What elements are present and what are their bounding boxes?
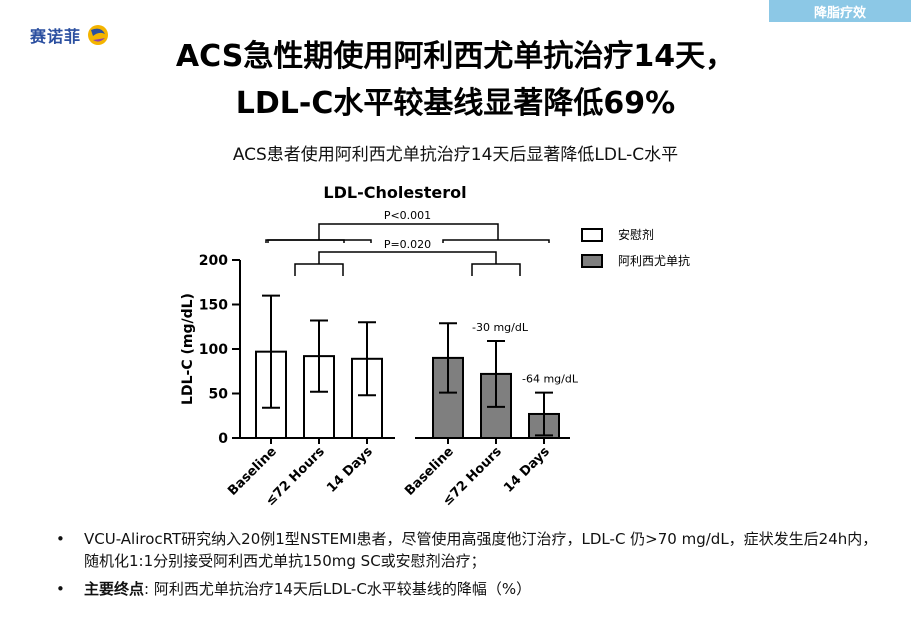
page-title-line1: ACS急性期使用阿利西尤单抗治疗14天，: [175, 39, 736, 74]
legend-label: 阿利西尤单抗: [618, 253, 690, 268]
bullet-bold: 主要终点: [84, 580, 145, 598]
y-tick-label: 100: [199, 342, 228, 358]
sanofi-logo: 赛诺菲: [30, 22, 111, 48]
chart-title: LDL-Cholesterol: [323, 183, 466, 202]
legend-swatch: [581, 228, 603, 242]
logo-text: 赛诺菲: [30, 27, 82, 46]
logo-swirl-icon: [88, 25, 109, 45]
bracket-right-upper: [442, 239, 550, 243]
page-subtitle: ACS患者使用阿利西尤单抗治疗14天后显著降低LDL-C水平: [232, 145, 679, 165]
bullet-item: • 主要终点: 阿利西尤单抗治疗14天后LDL-C水平较基线的降幅（%）: [56, 578, 886, 600]
bullet-dot-icon: •: [56, 530, 65, 548]
bullet-list: • VCU-AlirocRT研究纳入20例1型NSTEMI患者，尽管使用高强度他…: [56, 528, 886, 606]
bullet-item: • VCU-AlirocRT研究纳入20例1型NSTEMI患者，尽管使用高强度他…: [56, 528, 886, 572]
p-mid-label: P=0.020: [384, 238, 431, 251]
x-tick-label: 14 Days: [324, 444, 376, 496]
bullet-text: : 阿利西尤单抗治疗14天后LDL-C水平较基线的降幅（%）: [144, 580, 532, 598]
x-tick-label: 14 Days: [501, 444, 553, 496]
y-tick-label: 50: [209, 387, 229, 403]
ldl-bar-chart: LDL-Cholesterol 0 50 100 150 200 LDL-C (mg/dL)…: [180, 183, 690, 509]
delta-label: -64 mg/dL: [522, 373, 579, 386]
bracket-p-top: [318, 223, 499, 240]
y-tick-label: 150: [199, 298, 228, 314]
legend-label: 安慰剂: [618, 227, 654, 242]
y-tick-label: 0: [218, 431, 228, 447]
bullet-dot-icon: •: [56, 580, 65, 598]
section-tag: 降脂疗效: [769, 0, 911, 22]
bracket-group-right-lower: [471, 263, 521, 276]
page-title-line2: LDL-C水平较基线显著降低69%: [235, 86, 676, 121]
bracket-left-upper-line: [267, 239, 372, 243]
bracket-p-mid: [318, 251, 497, 264]
delta-label: -30 mg/dL: [472, 321, 529, 334]
y-tick-label: 200: [199, 253, 228, 269]
legend-swatch: [581, 254, 603, 268]
y-axis-label: LDL-C (mg/dL): [180, 293, 196, 405]
bullet-text: VCU-AlirocRT研究纳入20例1型NSTEMI患者，尽管使用高强度他汀治…: [84, 530, 878, 570]
p-top-label: P<0.001: [384, 209, 431, 222]
bracket-group-left-lower: [294, 263, 344, 276]
